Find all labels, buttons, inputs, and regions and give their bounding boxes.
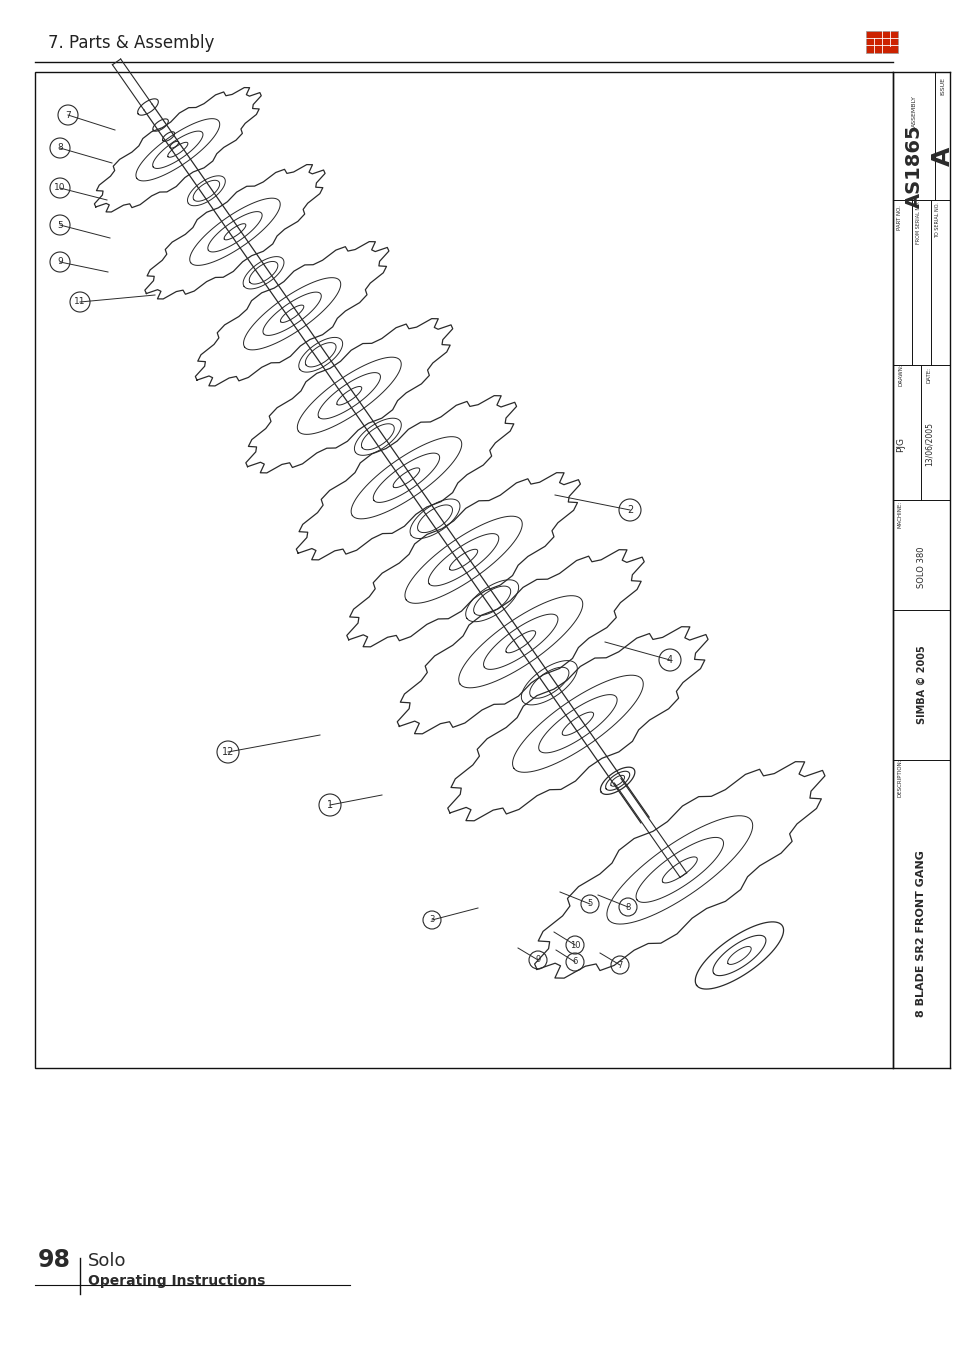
Text: MACHINE:: MACHINE: — [897, 500, 902, 527]
Bar — [865, 31, 897, 53]
Text: 10: 10 — [569, 940, 579, 950]
Text: 8: 8 — [57, 143, 63, 153]
Text: 13/06/2005: 13/06/2005 — [924, 423, 933, 466]
Text: 5: 5 — [587, 900, 592, 908]
Text: 6: 6 — [572, 958, 578, 966]
Text: SIMBA © 2005: SIMBA © 2005 — [916, 646, 925, 724]
Text: 11: 11 — [74, 297, 86, 307]
Text: 12: 12 — [222, 747, 233, 757]
Text: 9: 9 — [535, 955, 540, 965]
Text: PJG: PJG — [896, 436, 904, 453]
Text: 8 BLADE SR2 FRONT GANG: 8 BLADE SR2 FRONT GANG — [916, 851, 925, 1017]
Text: 10: 10 — [54, 184, 66, 192]
Text: ASSEMBLY: ASSEMBLY — [910, 95, 916, 127]
Text: 98: 98 — [38, 1248, 71, 1273]
Text: 7: 7 — [65, 111, 71, 119]
Text: DATE:: DATE: — [926, 367, 931, 382]
Text: 8: 8 — [624, 902, 630, 912]
Text: 4: 4 — [666, 655, 673, 665]
Text: SOLO 380: SOLO 380 — [916, 546, 925, 588]
Text: 2: 2 — [626, 505, 633, 515]
Text: 1: 1 — [327, 800, 333, 811]
Text: FROM SERIAL NO.: FROM SERIAL NO. — [915, 200, 921, 243]
Text: PART NO.: PART NO. — [897, 205, 902, 231]
Text: DESCRIPTION:: DESCRIPTION: — [897, 759, 902, 797]
Text: DRAWN:: DRAWN: — [898, 363, 902, 386]
Bar — [35, 72, 892, 1069]
Text: Operating Instructions: Operating Instructions — [88, 1274, 265, 1288]
Text: 3: 3 — [429, 916, 435, 924]
Text: AS1865: AS1865 — [903, 124, 923, 208]
Text: A: A — [929, 146, 953, 166]
Text: 7: 7 — [617, 961, 622, 970]
Text: 9: 9 — [57, 258, 63, 266]
Text: TO SERIAL NO.: TO SERIAL NO. — [934, 203, 939, 238]
Text: 5: 5 — [57, 220, 63, 230]
Text: Solo: Solo — [88, 1252, 127, 1270]
Text: ISSUE: ISSUE — [939, 77, 944, 95]
Text: 7. Parts & Assembly: 7. Parts & Assembly — [48, 34, 214, 51]
